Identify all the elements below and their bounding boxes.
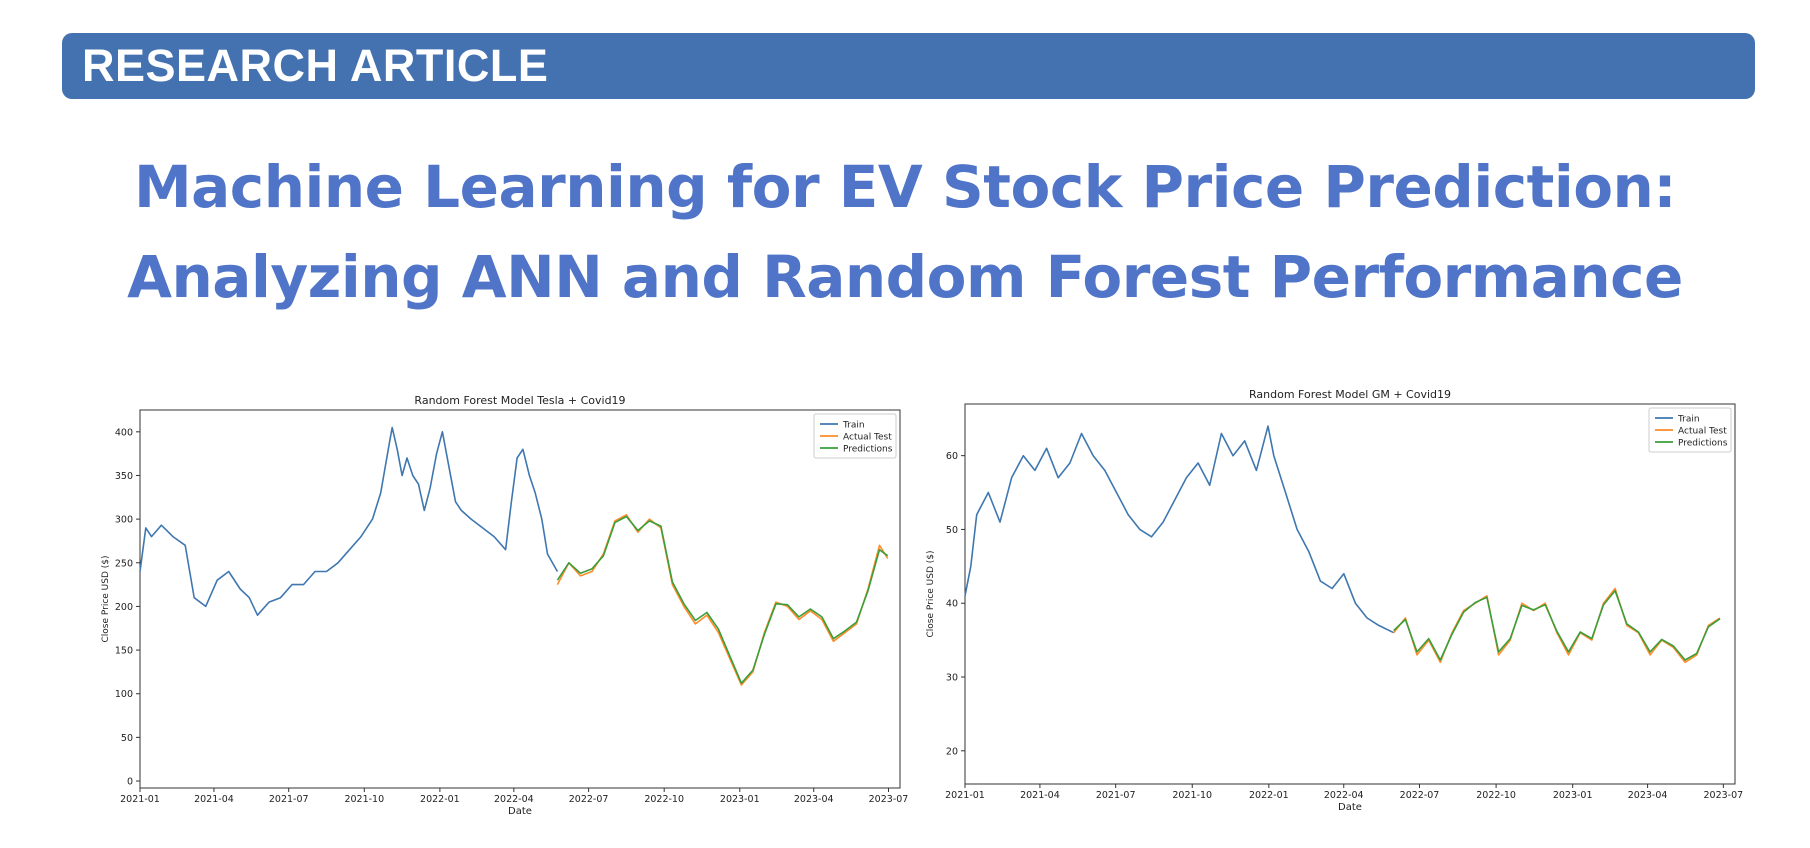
tesla-y-tick-label: 150 (115, 646, 133, 657)
gm-x-tick-label: 2022-10 (1476, 790, 1516, 801)
title-line-2: Analyzing ANN and Random Forest Performa… (127, 243, 1683, 311)
gm-x-tick-label: 2021-01 (945, 790, 985, 801)
tesla-x-tick-label: 2023-04 (794, 794, 834, 805)
tesla-x-tick-label: 2022-07 (569, 794, 609, 805)
gm-chart-title: Random Forest Model GM + Covid19 (1249, 388, 1451, 401)
tesla-y-tick-label: 300 (115, 515, 133, 526)
gm-chart: Random Forest Model GM + Covid19 2021-01 2… (926, 388, 1743, 813)
article-title: Machine Learning for EV Stock Price Pred… (0, 142, 1810, 322)
tesla-x-tick-label: 2021-01 (120, 794, 160, 805)
gm-legend-box (1648, 407, 1732, 453)
tesla-y-tick-label: 350 (115, 471, 133, 482)
tesla-y-tick-label: 400 (115, 427, 133, 438)
gm-legend-label-actual-test: Actual Test (1678, 427, 1727, 437)
title-line-1: Machine Learning for EV Stock Price Pred… (133, 153, 1677, 221)
gm-x-tick-label: 2021-04 (1020, 790, 1060, 801)
tesla-x-tick-label: 2022-10 (644, 794, 684, 805)
gm-legend: Train Actual Test Predictions (1648, 407, 1732, 453)
tesla-x-axis-label: Date (508, 806, 532, 817)
gm-y-tick-label: 50 (946, 525, 958, 536)
tesla-y-tick-label: 0 (127, 777, 133, 788)
gm-legend-label-predictions: Predictions (1678, 439, 1728, 449)
tesla-plot-frame (139, 409, 901, 789)
tesla-x-tick-label: 2023-01 (720, 794, 760, 805)
gm-series-train (964, 425, 1395, 634)
gm-x-tick-label: 2022-01 (1249, 790, 1289, 801)
gm-y-axis-label: Close Price USD ($) (926, 550, 936, 637)
gm-x-tick-label: 2021-07 (1096, 790, 1136, 801)
gm-x-tick-label: 2023-01 (1553, 790, 1593, 801)
gm-x-tick-label: 2022-04 (1324, 790, 1364, 801)
tesla-y-tick-label: 50 (121, 733, 133, 744)
tesla-legend: Train Actual Test Predictions (813, 413, 897, 459)
gm-legend-label-train: Train (1677, 415, 1700, 425)
gm-y-tick-label: 40 (946, 599, 958, 610)
gm-series-predictions (1393, 589, 1721, 661)
tesla-legend-box (813, 413, 897, 459)
tesla-legend-label-train: Train (842, 421, 865, 431)
gm-x-tick-label: 2023-04 (1628, 790, 1668, 801)
tesla-legend-label-predictions: Predictions (843, 445, 893, 455)
article-type-banner: RESEARCH ARTICLE (62, 33, 1755, 99)
tesla-y-tick-label: 200 (115, 602, 133, 613)
tesla-y-tick-label: 100 (115, 689, 133, 700)
tesla-series-actual-test (556, 513, 889, 686)
tesla-chart: Random Forest Model Tesla + Covid19 2021-… (101, 394, 908, 817)
banner-label: RESEARCH ARTICLE (82, 40, 549, 91)
tesla-y-axis-label: Close Price USD ($) (101, 555, 111, 642)
tesla-chart-title: Random Forest Model Tesla + Covid19 (414, 394, 625, 407)
gm-plot-frame (964, 403, 1736, 785)
tesla-x-tick-label: 2021-07 (269, 794, 309, 805)
tesla-y-tick-label: 250 (115, 558, 133, 569)
gm-series-actual-test (1393, 587, 1721, 664)
gm-y-tick-label: 60 (946, 451, 958, 462)
tesla-x-tick-label: 2023-07 (869, 794, 909, 805)
tesla-x-tick-label: 2021-04 (194, 794, 234, 805)
tesla-x-tick-label: 2022-04 (494, 794, 534, 805)
tesla-series-predictions (556, 515, 889, 685)
tesla-x-tick-label: 2021-10 (344, 794, 384, 805)
gm-x-axis-label: Date (1338, 802, 1362, 813)
tesla-series-train (139, 426, 559, 617)
gm-x-tick-label: 2021-10 (1172, 790, 1212, 801)
gm-x-tick-label: 2023-07 (1703, 790, 1743, 801)
gm-x-tick-label: 2022-07 (1400, 790, 1440, 801)
gm-y-tick-label: 30 (946, 673, 958, 684)
tesla-x-tick-label: 2022-01 (420, 794, 460, 805)
gm-y-tick-label: 20 (946, 746, 958, 757)
tesla-legend-label-actual-test: Actual Test (843, 433, 892, 443)
